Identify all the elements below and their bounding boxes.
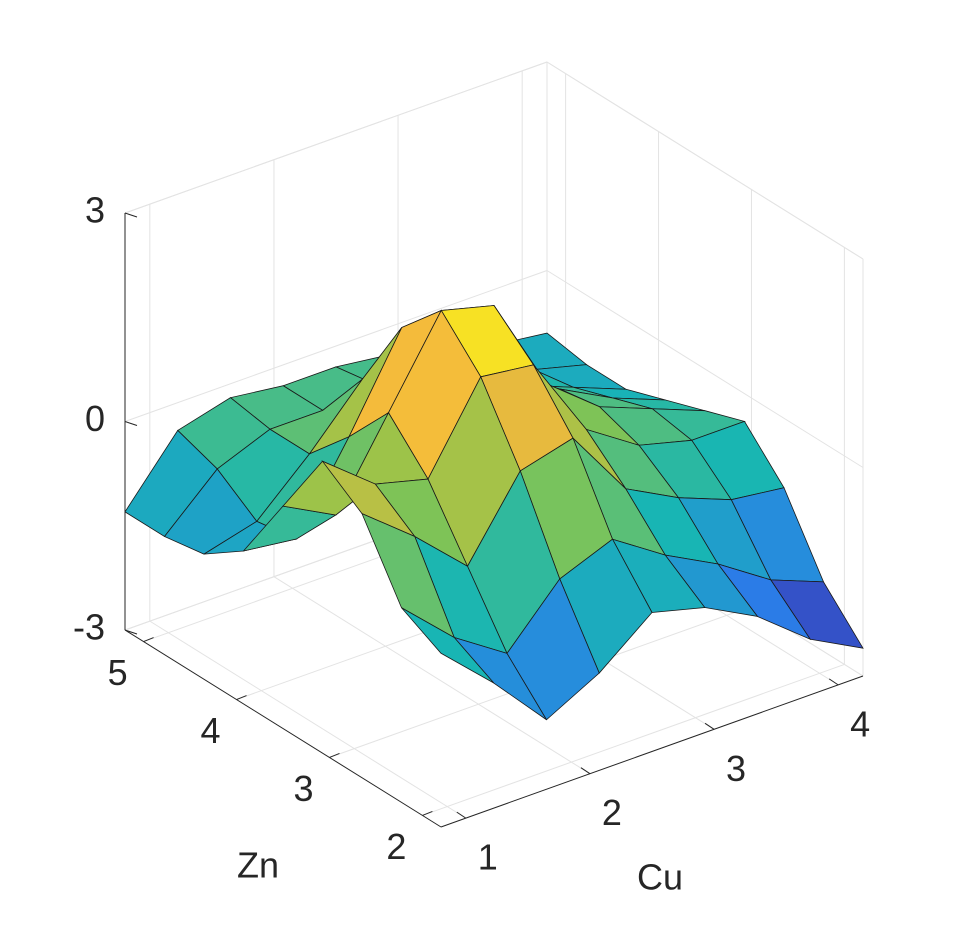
y-tick (236, 695, 247, 700)
x-axis-label: Cu (637, 857, 683, 898)
z-tick-label: 0 (85, 398, 105, 439)
y-tick-label: 2 (386, 826, 406, 867)
y-tick (329, 753, 340, 758)
x-tick (580, 767, 591, 775)
x-tick-label: 4 (850, 703, 870, 744)
grid-line (546, 270, 864, 468)
x-axis (440, 675, 864, 828)
y-axis-label: Zn (237, 845, 279, 886)
grid-line (149, 620, 467, 819)
x-tick (828, 678, 839, 686)
x-tick-label: 2 (602, 792, 622, 833)
y-tick-label: 4 (201, 710, 221, 751)
grid-line (546, 61, 864, 260)
grid-line (124, 270, 548, 422)
grid-line (422, 663, 845, 816)
z-tick (124, 629, 138, 635)
y-tick (422, 810, 433, 816)
grid-line (273, 576, 591, 775)
z-tick-label: -3 (73, 607, 105, 648)
y-tick-label: 5 (108, 652, 128, 693)
y-tick-label: 3 (293, 768, 313, 809)
x-tick (456, 811, 467, 819)
y-axis (124, 629, 442, 828)
x-tick (704, 722, 715, 730)
x-tick-label: 1 (478, 837, 498, 878)
z-tick-label: 3 (85, 190, 105, 231)
x-tick-label: 3 (726, 748, 746, 789)
z-tick (124, 421, 138, 426)
z-tick (124, 212, 138, 218)
y-tick (143, 637, 154, 643)
surface-cell (401, 607, 495, 684)
grid-line (124, 61, 548, 214)
